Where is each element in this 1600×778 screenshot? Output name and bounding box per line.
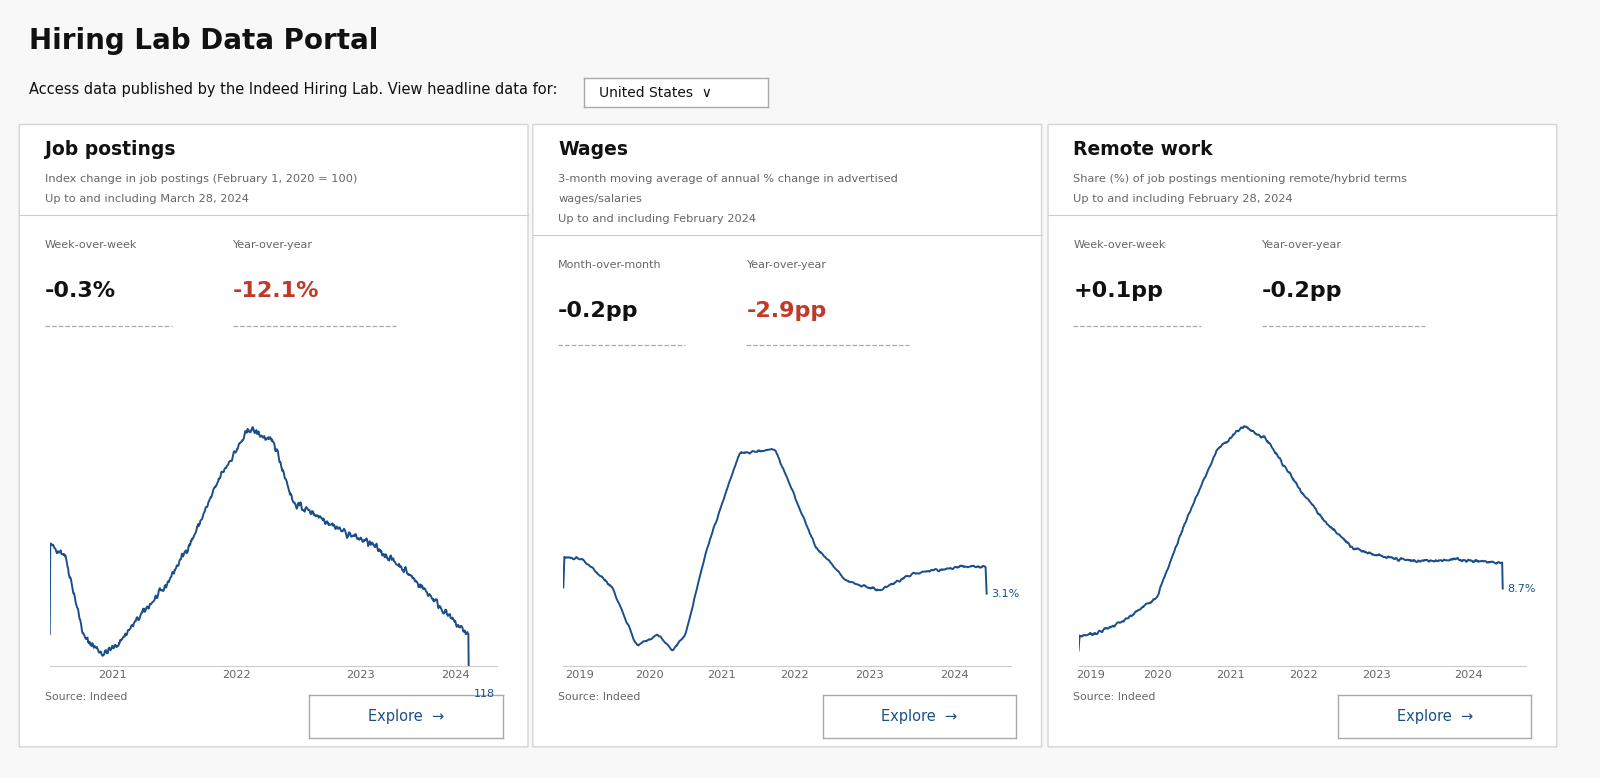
- Text: Month-over-month: Month-over-month: [558, 260, 662, 270]
- Text: Index change in job postings (February 1, 2020 = 100): Index change in job postings (February 1…: [45, 174, 357, 184]
- Text: 3.1%: 3.1%: [990, 589, 1019, 598]
- Text: -2.9pp: -2.9pp: [747, 300, 827, 321]
- Text: +0.1pp: +0.1pp: [1074, 281, 1163, 301]
- Text: Source: Indeed: Source: Indeed: [1074, 692, 1155, 702]
- Text: Wages: Wages: [558, 140, 629, 159]
- FancyBboxPatch shape: [533, 124, 1042, 747]
- Text: Remote work: Remote work: [1074, 140, 1213, 159]
- Text: Source: Indeed: Source: Indeed: [45, 692, 126, 702]
- Text: Explore  →: Explore →: [1397, 709, 1474, 724]
- Text: Explore  →: Explore →: [368, 709, 445, 724]
- Text: Up to and including February 2024: Up to and including February 2024: [558, 214, 757, 224]
- Text: wages/salaries: wages/salaries: [558, 194, 642, 204]
- Text: Explore  →: Explore →: [882, 709, 958, 724]
- FancyBboxPatch shape: [1048, 124, 1557, 747]
- Text: Week-over-week: Week-over-week: [1074, 240, 1166, 251]
- Text: -12.1%: -12.1%: [234, 281, 320, 301]
- FancyBboxPatch shape: [19, 124, 528, 747]
- Text: 118: 118: [474, 689, 494, 699]
- Text: 8.7%: 8.7%: [1507, 584, 1536, 594]
- Text: -0.2pp: -0.2pp: [558, 300, 638, 321]
- Text: Year-over-year: Year-over-year: [1262, 240, 1342, 251]
- Text: Up to and including February 28, 2024: Up to and including February 28, 2024: [1074, 194, 1293, 204]
- Text: Week-over-week: Week-over-week: [45, 240, 138, 251]
- Text: 3-month moving average of annual % change in advertised: 3-month moving average of annual % chang…: [558, 174, 898, 184]
- Text: Year-over-year: Year-over-year: [747, 260, 827, 270]
- Text: Hiring Lab Data Portal: Hiring Lab Data Portal: [29, 27, 378, 55]
- Text: Year-over-year: Year-over-year: [234, 240, 314, 251]
- Text: Source: Indeed: Source: Indeed: [558, 692, 640, 702]
- Text: United States  ∨: United States ∨: [598, 86, 712, 100]
- Text: Access data published by the Indeed Hiring Lab. View headline data for:: Access data published by the Indeed Hiri…: [29, 82, 557, 96]
- Text: Up to and including March 28, 2024: Up to and including March 28, 2024: [45, 194, 248, 204]
- Text: -0.2pp: -0.2pp: [1262, 281, 1342, 301]
- Text: Share (%) of job postings mentioning remote/hybrid terms: Share (%) of job postings mentioning rem…: [1074, 174, 1408, 184]
- Text: -0.3%: -0.3%: [45, 281, 115, 301]
- Text: Job postings: Job postings: [45, 140, 174, 159]
